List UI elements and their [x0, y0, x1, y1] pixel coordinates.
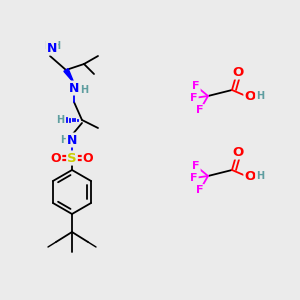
- Text: H: H: [256, 91, 264, 101]
- Text: H: H: [256, 171, 264, 181]
- Text: O: O: [244, 169, 256, 182]
- Text: F: F: [196, 185, 204, 195]
- Text: F: F: [190, 173, 198, 183]
- Text: F: F: [196, 105, 204, 115]
- Text: O: O: [244, 89, 256, 103]
- Polygon shape: [64, 69, 74, 83]
- Text: F: F: [192, 81, 200, 91]
- Text: O: O: [83, 152, 93, 164]
- Text: H: H: [60, 135, 68, 145]
- Text: H: H: [56, 115, 64, 125]
- Text: N: N: [69, 82, 79, 94]
- Text: N: N: [47, 41, 57, 55]
- Text: F: F: [192, 161, 200, 171]
- Text: O: O: [232, 65, 244, 79]
- Text: F: F: [190, 93, 198, 103]
- Text: O: O: [51, 152, 61, 164]
- Text: H: H: [80, 85, 88, 95]
- Text: S: S: [67, 152, 77, 164]
- Text: H: H: [52, 41, 60, 51]
- Text: H: H: [44, 41, 52, 51]
- Text: O: O: [232, 146, 244, 158]
- Text: N: N: [67, 134, 77, 146]
